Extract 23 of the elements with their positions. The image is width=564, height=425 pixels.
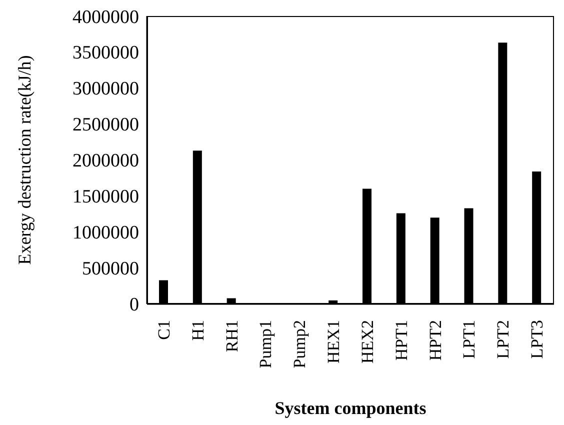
x-tick-label: HPT2 — [426, 320, 445, 361]
x-tick-label: LPT2 — [494, 320, 513, 359]
x-tick-label: Pump2 — [290, 320, 310, 368]
y-tick-label: 500000 — [82, 258, 139, 280]
x-tick-label: Pump1 — [256, 320, 276, 368]
y-tick-label: 1500000 — [72, 186, 139, 208]
y-tick-label: 4000000 — [72, 6, 139, 28]
x-tick-label: HEX2 — [358, 320, 377, 364]
y-tick-label: 3000000 — [72, 78, 139, 100]
y-tick-label: 1000000 — [72, 222, 139, 244]
y-tick-label: 0 — [130, 294, 139, 316]
x-tick-label: LPT1 — [460, 320, 479, 359]
y-tick-label: 2000000 — [72, 150, 139, 172]
x-tick-label: HPT1 — [392, 320, 411, 361]
y-tick-label: 2500000 — [72, 114, 139, 136]
x-tick-label: H1 — [188, 320, 208, 341]
y-axis-title: Exergy destruction rate(kJ/h) — [14, 55, 34, 265]
x-tick-label: HEX1 — [324, 320, 344, 364]
y-tick-label: 3500000 — [72, 42, 139, 64]
x-axis-title: System components — [274, 398, 426, 418]
x-tick-label: LPT3 — [528, 320, 547, 359]
x-tick-label: C1 — [154, 320, 174, 340]
x-tick-label: RH1 — [222, 320, 242, 352]
